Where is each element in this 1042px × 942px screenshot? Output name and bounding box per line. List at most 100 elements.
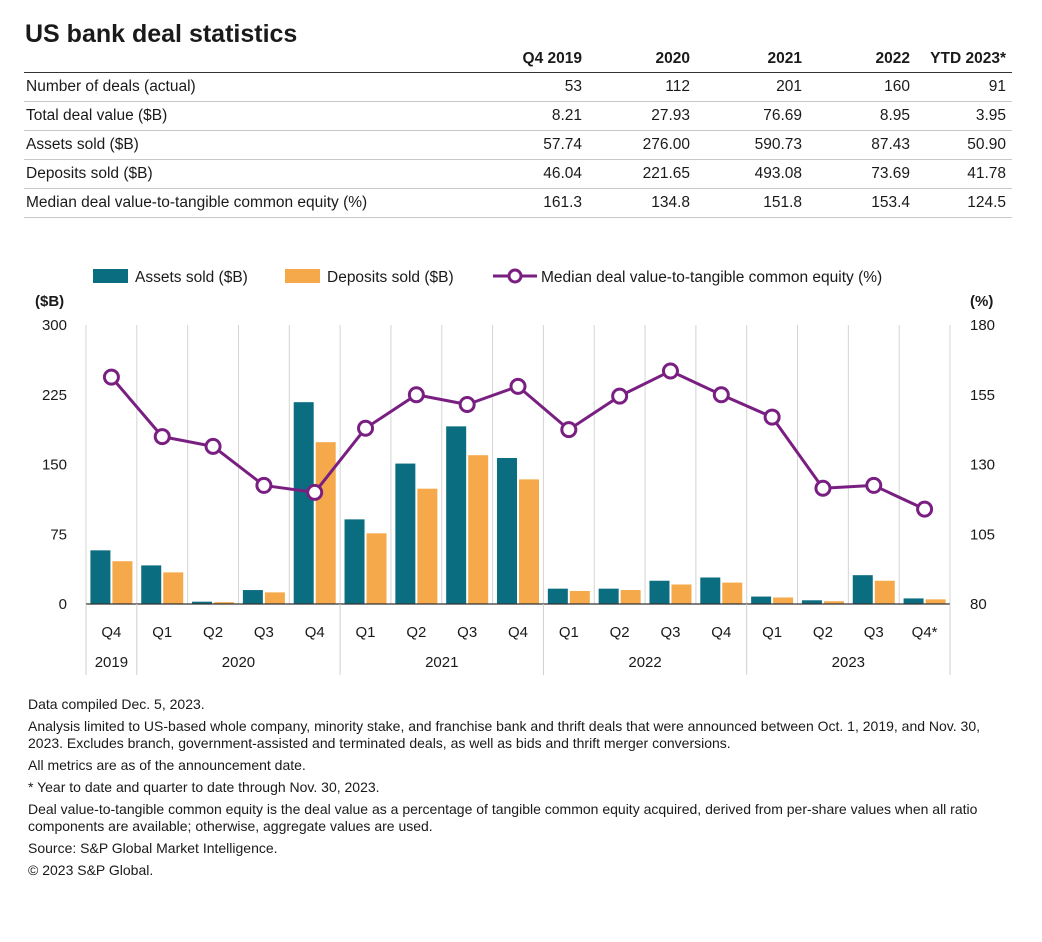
y-left-tick-label: 150 [42,457,67,474]
note-text: Data compiled Dec. 5, 2023. [28,696,205,712]
bar-deposits-sold [519,479,539,604]
row-label: Median deal value-to-tangible common equ… [24,188,480,218]
bar-assets-sold [649,580,670,604]
bar-assets-sold [700,577,721,604]
table-cell: 3.95 [916,101,1012,131]
median-point [204,437,222,455]
bar-deposits-sold [214,602,235,604]
table-cell: 112 [588,72,696,102]
year-group-label: 2020 [222,654,255,671]
median-point [865,476,883,494]
x-tick-label: Q3 [660,624,680,641]
legend-label-deposits: Deposits sold ($B) [327,269,454,286]
bar-deposits-sold [925,599,946,604]
table-row: Number of deals (actual) 53 112 201 160 … [24,72,1012,102]
median-point [763,408,781,426]
median-point [407,386,425,404]
legend-swatch-deposits [285,269,320,283]
bar-deposits-sold [315,442,336,604]
bar-deposits-sold [569,590,590,604]
table-cell: 27.93 [588,101,696,131]
bar-deposits-sold [112,561,133,604]
table-cell: 50.90 [916,130,1012,160]
x-tick-label: Q1 [762,624,782,641]
year-group-label: 2023 [832,654,865,671]
table-cell: 134.8 [588,188,696,218]
row-label: Assets sold ($B) [24,130,480,160]
x-tick-label: Q3 [864,624,884,641]
bar-deposits-sold [671,584,692,604]
bar-assets-sold [598,588,619,604]
note-text: Analysis limited to US-based whole compa… [28,718,981,751]
line-series [102,362,934,518]
bar-assets-sold [192,601,213,604]
year-group-label: 2021 [425,654,458,671]
x-tick-label: Q4 [508,624,528,641]
x-tick-label: Q2 [610,624,630,641]
bar-deposits-sold [468,455,489,604]
x-tick-label: Q3 [457,624,477,641]
note-text: © 2023 S&P Global. [28,862,154,878]
table-cell: 161.3 [480,188,588,218]
table-cell: 8.21 [480,101,588,131]
x-tick-label: Q2 [813,624,833,641]
x-tick-label: Q3 [254,624,274,641]
x-tick-label: Q4 [711,624,731,641]
table-row: Total deal value ($B) 8.21 27.93 76.69 8… [24,101,1012,131]
x-tick-label: Q1 [559,624,579,641]
note-text: * Year to date and quarter to date throu… [28,779,380,795]
y-left-axis: 0 75 150 225 300 [42,317,67,613]
y-right-tick-label: 180 [970,317,995,334]
table-header-cell: 2021 [696,46,808,73]
bar-deposits-sold [417,488,438,604]
table-cell: 201 [696,72,808,102]
table-header-cell: YTD 2023* [916,46,1012,73]
bar-assets-sold [242,590,263,604]
median-point [509,377,527,395]
table-cell: 46.04 [480,159,588,189]
chart-title: US bank deal statistics [25,20,298,48]
y-right-tick-label: 105 [970,526,995,543]
x-tick-label: Q1 [356,624,376,641]
table-cell: 221.65 [588,159,696,189]
y-left-label: ($B) [35,293,64,310]
x-tick-label: Q4* [912,624,938,641]
median-point [712,386,730,404]
x-tick-label: Q2 [406,624,426,641]
bar-assets-sold [90,550,111,604]
table-cell: 57.74 [480,130,588,160]
y-left-tick-label: 225 [42,387,67,404]
year-group-label: 2019 [95,654,128,671]
bar-deposits-sold [823,601,844,604]
bar-deposits-sold [264,592,285,604]
chart-legend: Assets sold ($B) Deposits sold ($B) Medi… [93,268,882,286]
table-cell: 153.4 [808,188,916,218]
bar-assets-sold [293,402,314,604]
median-point [458,396,476,414]
note-text: Deal value-to-tangible common equity is … [28,801,978,834]
bar-assets-sold [497,457,517,604]
chart-notes: Data compiled Dec. 5, 2023. Analysis lim… [28,696,1018,884]
legend-swatch-marker [507,268,523,284]
x-axis: Q4 Q1 Q2 Q3 Q4 Q1 Q2 Q3 Q4 Q1 Q2 Q3 Q4 Q1 Q2 Q3 Q4* 2019 2… [85,603,951,675]
median-point [611,387,629,405]
bar-deposits-sold [366,533,387,604]
y-right-axis: 80 105 130 155 180 [970,317,995,613]
table-cell: 41.78 [916,159,1012,189]
x-tick-label: Q4 [305,624,325,641]
table-cell: 493.08 [696,159,808,189]
table-row: Median deal value-to-tangible common equ… [24,188,1012,218]
table-cell: 91 [916,72,1012,102]
bar-deposits-sold [722,582,743,604]
bar-assets-sold [751,596,772,604]
table-cell: 76.69 [696,101,808,131]
table-cell: 160 [808,72,916,102]
legend-swatch-assets [93,269,128,283]
bar-assets-sold [801,600,822,604]
median-point [560,421,578,439]
x-tick-label: Q2 [203,624,223,641]
table-cell: 124.5 [916,188,1012,218]
bar-deposits-sold [773,597,794,604]
median-point [306,483,324,501]
table-cell: 151.8 [696,188,808,218]
